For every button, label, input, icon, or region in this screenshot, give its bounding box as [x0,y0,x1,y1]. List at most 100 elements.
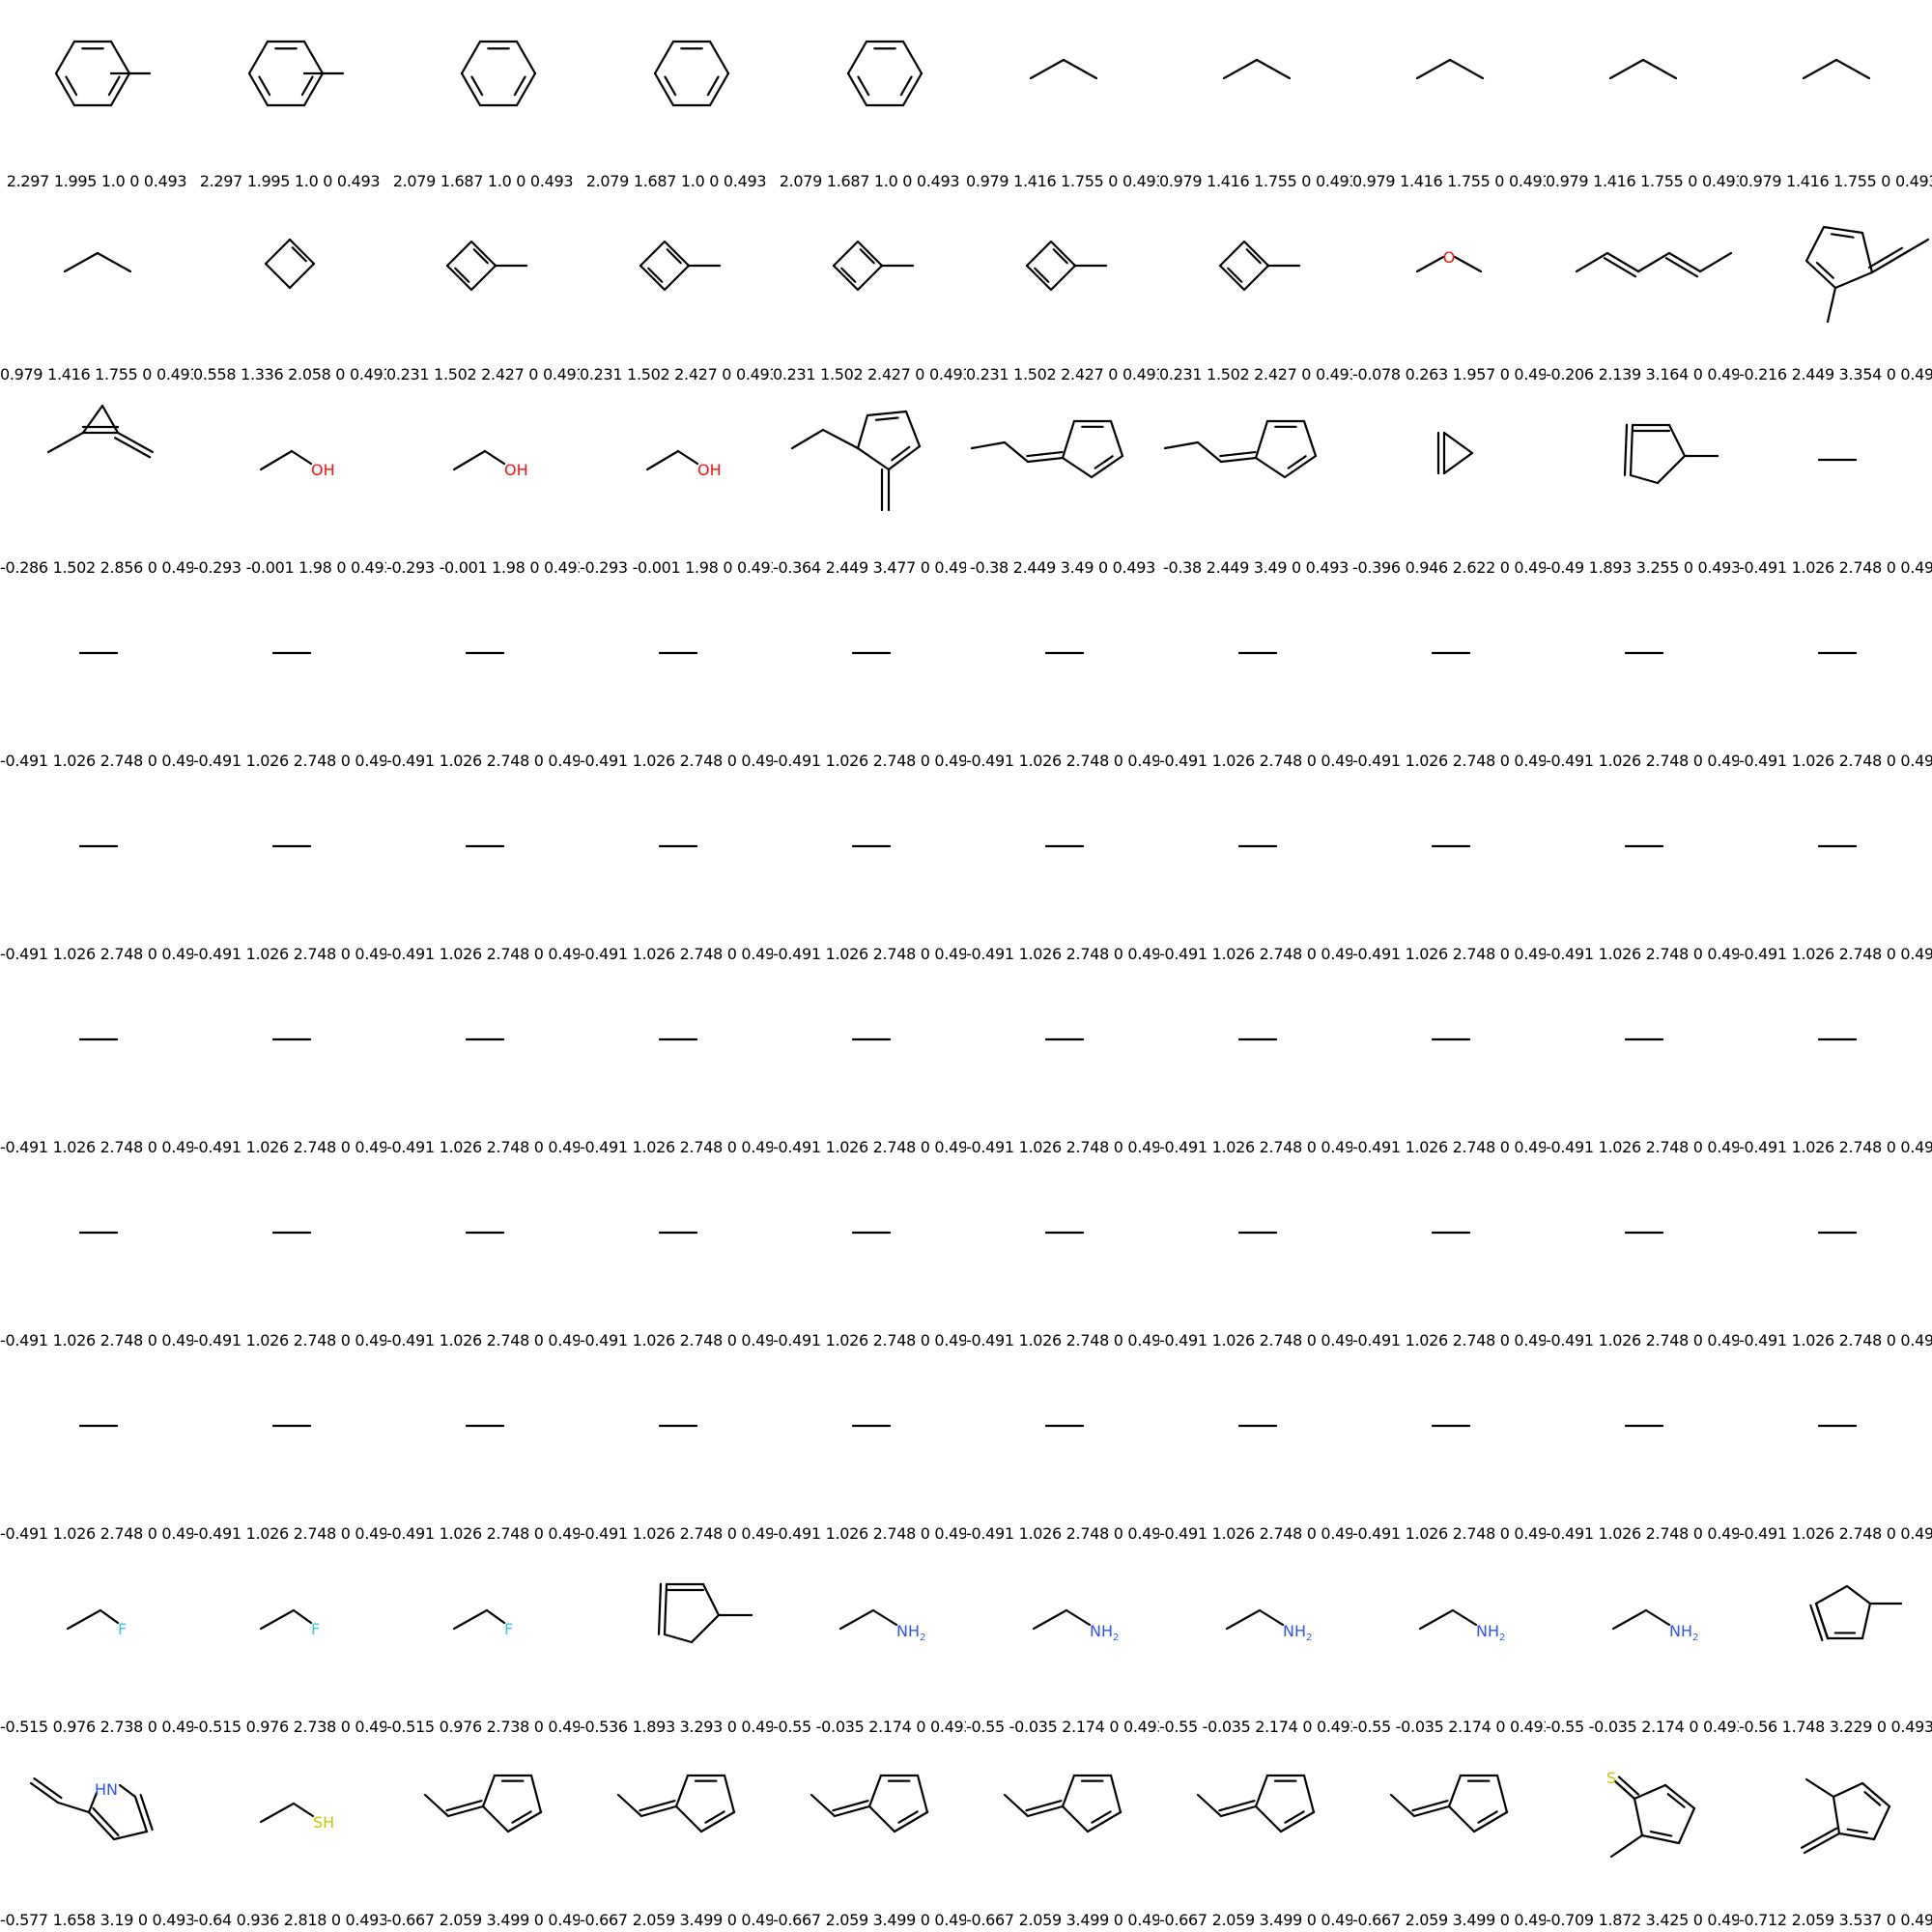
bond-line [874,416,899,421]
bond-line [639,240,667,268]
molecule-label: -0.667 2.059 3.499 0 0.493 [773,1911,966,1929]
molecule-structure [851,1037,892,1041]
molecule-cell: -0.491 1.026 2.748 0 0.493 [966,1159,1159,1352]
molecule-label: -0.491 1.026 2.748 0 0.493 [1159,1331,1352,1350]
bond-line [1219,456,1258,464]
molecule-cell: -0.491 1.026 2.748 0 0.493 [580,966,773,1159]
atom-label: NH2 [1283,1622,1312,1643]
molecule-structure [1817,651,1858,655]
molecule-label: -0.491 1.026 2.748 0 0.493 [966,1138,1159,1156]
molecule-structure [264,238,316,290]
bond-line [1061,1804,1090,1833]
bond-line [1867,246,1904,269]
bond-line [891,445,911,462]
bond-line [856,264,884,292]
bond-line [1218,264,1246,292]
molecule-cell: -0.667 2.059 3.499 0 0.493 [580,1739,773,1932]
bond-line [288,238,316,266]
bond-line [1109,419,1124,458]
molecule-cell: -0.491 1.026 2.748 0 0.493 [1546,1352,1739,1546]
molecule-cell: -0.667 2.059 3.499 0 0.493 [386,1739,580,1932]
bond-line [483,449,506,466]
bond-line [1049,264,1077,292]
molecule-label: -0.56 1.748 3.229 0 0.493 [1739,1718,1932,1736]
molecule-label: 0.979 1.416 1.755 0 0.493 [1352,172,1546,190]
molecule-label: -0.491 1.026 2.748 0 0.493 [773,1331,966,1350]
molecule-structure [465,651,505,655]
bond-line [1453,255,1483,273]
bond-line [302,71,325,107]
molecule-cell: -0.491 1.026 2.748 0 0.493 [193,966,386,1159]
bond-line [833,1804,871,1818]
bond-line [54,40,76,75]
molecule-cell: -0.491 1.026 2.748 0 0.493 [193,1159,386,1352]
molecule-label: -0.49 1.893 3.255 0 0.493 [1546,558,1739,577]
bond-line [1034,267,1050,283]
bond-line [857,75,870,97]
bond-line [866,410,908,417]
bond-line [1254,456,1287,479]
bond-line [1872,1804,1891,1841]
molecule-label: 0.231 1.502 2.427 0 0.493 [966,365,1159,384]
molecule-label: -0.364 2.449 3.477 0 0.493 [773,558,966,577]
molecule-label: 0.231 1.502 2.427 0 0.493 [580,365,773,384]
atom-label: O [1443,248,1456,267]
bond-line [300,75,314,97]
molecule-structure [1044,1424,1085,1428]
molecule-label: 2.079 1.687 1.0 0 0.493 [392,172,574,190]
bond-line [291,246,307,263]
molecule-structure [1415,58,1485,80]
atom-subscript: 2 [1499,1633,1505,1643]
molecule-cell: -0.491 1.026 2.748 0 0.493 [580,580,773,773]
molecule-cell: 0.979 1.416 1.755 0 0.493 [1352,0,1546,193]
molecule-label: -0.491 1.026 2.748 0 0.493 [1546,1524,1739,1543]
bond-line [1603,257,1637,278]
bond-line [639,1800,676,1812]
bond-line [1025,240,1053,268]
molecule-structure [1163,419,1318,479]
molecule-structure [1804,225,1930,324]
bond-line [1663,1783,1696,1810]
molecule-structure [1800,1777,1891,1855]
molecule-cell: -0.667 2.059 3.499 0 0.493 [1352,1739,1546,1932]
molecule-label: -0.712 2.059 3.537 0 0.493 [1739,1911,1932,1929]
bond-line [1833,270,1874,290]
molecule-label: -0.491 1.026 2.748 0 0.493 [1159,1524,1352,1543]
bond-line [1061,419,1076,460]
bond-line [1225,1608,1262,1631]
molecule-cell: -0.491 1.026 2.748 0 0.493 [773,1352,966,1546]
molecule-label: -0.491 1.026 2.748 0 0.493 [1739,945,1932,963]
molecule-label: -0.491 1.026 2.748 0 0.493 [1546,1138,1739,1156]
bond-line [867,1804,896,1833]
bond-line [259,1802,296,1824]
molecule-structure: NH2 [1611,1608,1698,1643]
molecule-cell: -0.491 1.026 2.748 0 0.493 [1546,966,1739,1159]
molecule-label: -0.293 -0.001 1.98 0 0.493 [193,558,386,577]
bond-line [1677,1806,1696,1845]
bond-line [65,75,78,97]
molecule-label: -0.491 1.026 2.748 0 0.493 [193,752,386,770]
bond-line [901,40,923,75]
molecule-cell: -0.491 1.026 2.748 0 0.493 [1546,580,1739,773]
molecule-structure [465,1424,505,1428]
molecule-label: -0.491 1.026 2.748 0 0.493 [386,1138,580,1156]
bond-line [1477,1810,1498,1824]
bond-line [485,1608,506,1625]
bond-line [81,404,104,435]
molecule-cell: -0.491 1.026 2.748 0 0.493 [0,1159,193,1352]
molecule-structure [1431,1424,1471,1428]
bond-line [109,40,131,75]
molecule-structure [1624,844,1664,848]
bond-line [292,1802,315,1818]
molecule-label: 0.979 1.416 1.755 0 0.493 [0,365,193,384]
molecule-structure [851,1424,892,1428]
bond-line [1804,1777,1835,1799]
molecule-label: -0.667 2.059 3.499 0 0.493 [386,1911,580,1929]
molecule-label: -0.491 1.026 2.748 0 0.493 [1159,1138,1352,1156]
molecule-label: -0.491 1.026 2.748 0 0.493 [1352,1138,1546,1156]
molecule-cell: -0.491 1.026 2.748 0 0.493 [1159,966,1352,1159]
molecule-structure [445,240,528,292]
bond-line [1629,473,1660,485]
molecule-structure [1624,1037,1664,1041]
atom-label: HN [95,1780,118,1799]
